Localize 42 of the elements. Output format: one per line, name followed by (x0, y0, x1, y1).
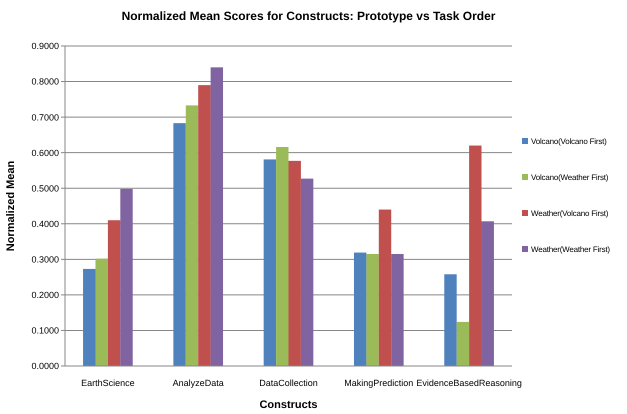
x-tick-label: AnalyzeData (172, 378, 224, 388)
x-axis-title: Constructs (259, 399, 318, 411)
bar (366, 254, 379, 366)
legend-label: Volcano(Weather First) (531, 173, 609, 182)
bar (120, 188, 133, 366)
y-tick-label: 0.7000 (31, 112, 59, 122)
bar (83, 268, 96, 366)
x-tick-label: DataCollection (259, 378, 318, 388)
bar (276, 146, 288, 366)
bar (444, 274, 457, 366)
bar (300, 178, 314, 366)
y-tick-label: 0.1000 (31, 326, 59, 336)
bar (354, 252, 366, 366)
legend-label: Volcano(Volcano First) (531, 137, 608, 146)
bar (482, 221, 494, 366)
y-tick-label: 0.8000 (31, 76, 59, 87)
y-tick-label: 0.5000 (31, 183, 59, 194)
bar (95, 258, 108, 366)
chart-title: Normalized Mean Scores for Constructs: Prototype vs Task Order (122, 9, 496, 23)
y-axis-title: Normalized Mean (5, 160, 17, 252)
x-tick-label: EvidenceBasedReasoning (416, 378, 522, 388)
y-tick-label: 0.0000 (31, 361, 59, 372)
x-tick-label: MakingPrediction (344, 378, 414, 388)
bar (264, 159, 276, 366)
bar (456, 322, 470, 366)
y-tick-label: 0.6000 (31, 148, 59, 158)
bar (469, 146, 482, 366)
bar (173, 123, 186, 366)
x-tick-label: EarthScience (81, 378, 135, 388)
bar (198, 85, 211, 366)
y-tick-label: 0.3000 (31, 254, 59, 264)
bar (210, 67, 224, 366)
bar (288, 160, 301, 366)
bar (391, 254, 404, 366)
y-tick-label: 0.4000 (31, 218, 59, 229)
legend-label: Weather(Weather First) (531, 245, 610, 254)
y-tick-label: 0.2000 (31, 290, 59, 300)
y-tick-label: 0.9000 (31, 41, 59, 52)
bar (378, 210, 392, 366)
bar (186, 105, 198, 366)
bar (108, 220, 120, 366)
legend-label: Weather(Volcano First) (531, 209, 609, 218)
